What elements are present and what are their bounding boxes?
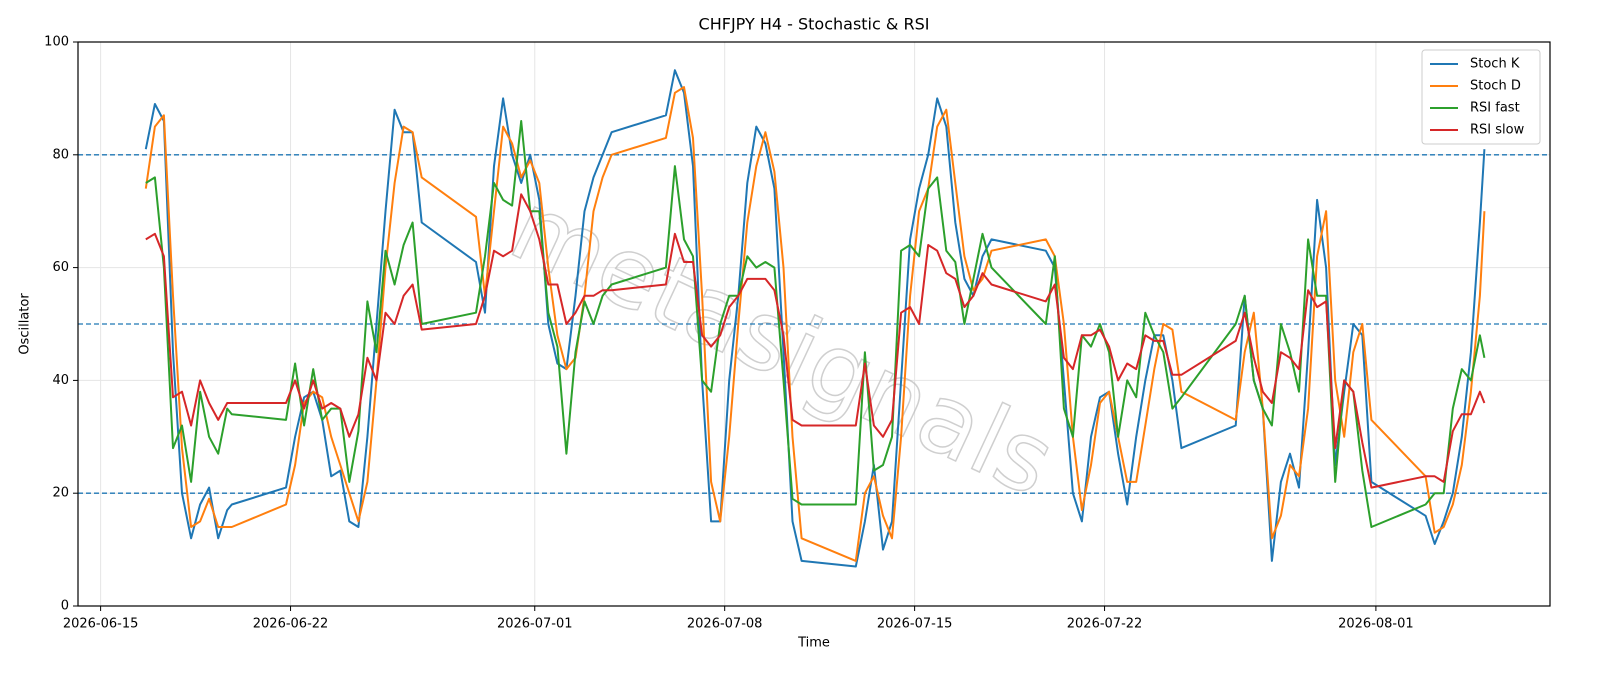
series-line xyxy=(145,193,1486,489)
legend-label: Stoch K xyxy=(1470,57,1520,72)
y-axis-label: Oscillator xyxy=(18,293,33,355)
plot-frame xyxy=(77,41,1551,607)
x-tick-label: 2026-07-01 xyxy=(497,617,573,632)
legend-label: RSI slow xyxy=(1470,123,1525,138)
y-tick-label: 60 xyxy=(52,260,69,275)
x-axis-label: Time xyxy=(797,636,830,651)
x-tick-label: 2026-06-15 xyxy=(63,617,139,632)
x-tick-label: 2026-07-08 xyxy=(687,617,763,632)
series-line xyxy=(144,69,1486,568)
x-tick-label: 2026-07-22 xyxy=(1067,617,1143,632)
legend-box xyxy=(1421,49,1541,145)
series-line xyxy=(145,120,1486,528)
y-tick-label: 80 xyxy=(52,147,69,162)
x-tick-label: 2026-06-22 xyxy=(253,617,329,632)
y-tick-label: 20 xyxy=(52,486,69,501)
x-tick-label: 2026-07-15 xyxy=(877,617,953,632)
legend-label: Stoch D xyxy=(1470,79,1521,94)
chart-title: CHFJPY H4 - Stochastic & RSI xyxy=(699,15,930,34)
y-tick-label: 0 xyxy=(61,599,69,614)
y-tick-label: 100 xyxy=(44,35,69,50)
series-line xyxy=(144,86,1486,562)
legend-label: RSI fast xyxy=(1470,101,1520,116)
y-tick-label: 40 xyxy=(52,373,69,388)
x-tick-label: 2026-08-01 xyxy=(1338,617,1414,632)
